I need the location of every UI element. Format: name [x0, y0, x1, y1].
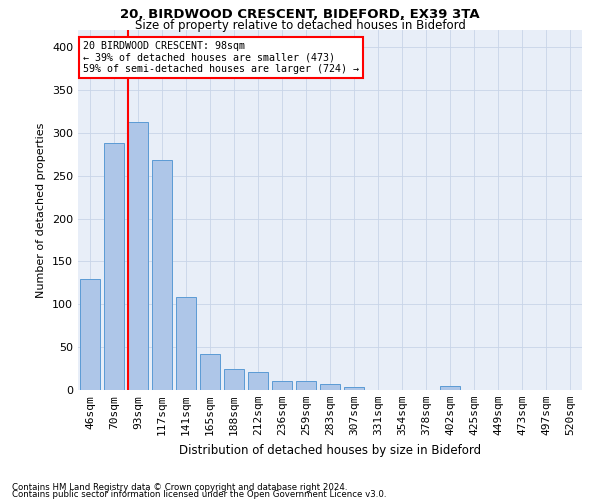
Bar [440, 386, 460, 390]
Bar [296, 382, 316, 390]
Y-axis label: Number of detached properties: Number of detached properties [37, 122, 46, 298]
Bar [224, 368, 244, 390]
Text: Contains HM Land Registry data © Crown copyright and database right 2024.: Contains HM Land Registry data © Crown c… [12, 484, 347, 492]
Bar [176, 298, 196, 390]
Bar [200, 354, 220, 390]
Bar [320, 384, 340, 390]
Text: Contains public sector information licensed under the Open Government Licence v3: Contains public sector information licen… [12, 490, 386, 499]
Bar [272, 382, 292, 390]
Bar [128, 122, 148, 390]
Bar [104, 143, 124, 390]
X-axis label: Distribution of detached houses by size in Bideford: Distribution of detached houses by size … [179, 444, 481, 456]
Bar [80, 278, 100, 390]
Bar [344, 386, 364, 390]
Bar [248, 372, 268, 390]
Text: 20, BIRDWOOD CRESCENT, BIDEFORD, EX39 3TA: 20, BIRDWOOD CRESCENT, BIDEFORD, EX39 3T… [120, 8, 480, 20]
Text: Size of property relative to detached houses in Bideford: Size of property relative to detached ho… [134, 19, 466, 32]
Bar [152, 160, 172, 390]
Text: 20 BIRDWOOD CRESCENT: 98sqm
← 39% of detached houses are smaller (473)
59% of se: 20 BIRDWOOD CRESCENT: 98sqm ← 39% of det… [83, 41, 359, 74]
